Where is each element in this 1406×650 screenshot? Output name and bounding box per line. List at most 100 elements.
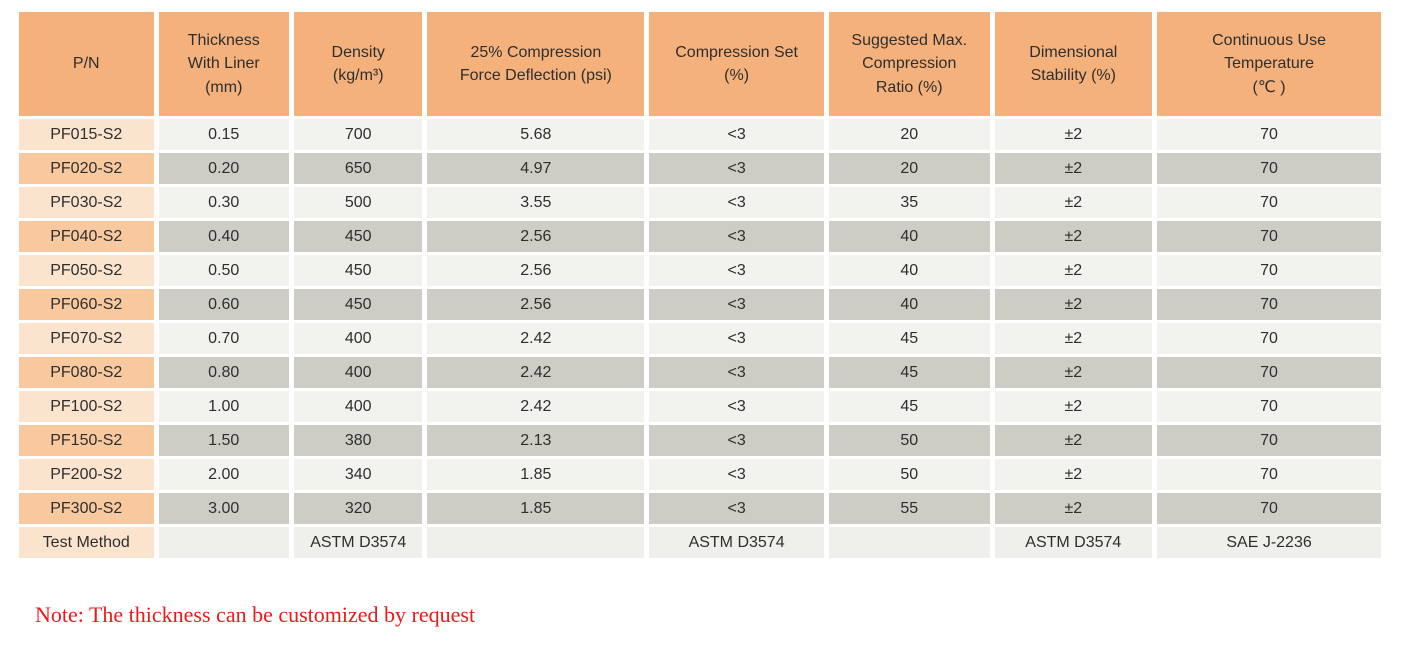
value-cell: 5.68 [427, 119, 645, 150]
value-cell: 0.50 [158, 255, 289, 286]
table-row: PF070-S2 0.70 400 2.42 <3 45 ±2 70 [19, 323, 1381, 354]
table-row: PF020-S2 0.20 650 4.97 <3 20 ±2 70 [19, 153, 1381, 184]
value-cell: 40 [828, 289, 990, 320]
pn-cell: PF070-S2 [19, 323, 154, 354]
table-row: PF040-S2 0.40 450 2.56 <3 40 ±2 70 [19, 221, 1381, 252]
value-cell: ±2 [994, 187, 1153, 218]
table-row: PF300-S2 3.00 320 1.85 <3 55 ±2 70 [19, 493, 1381, 524]
value-cell: 320 [293, 493, 423, 524]
value-cell: 400 [293, 391, 423, 422]
value-cell: 2.56 [427, 289, 645, 320]
value-cell: 45 [828, 391, 990, 422]
header-row: P/N Thickness With Liner (mm) Density (kg/… [19, 12, 1381, 116]
column-header-4: Compression Set (%) [649, 12, 824, 116]
value-cell: 340 [293, 459, 423, 490]
pn-cell: PF050-S2 [19, 255, 154, 286]
value-cell: 400 [293, 357, 423, 388]
value-cell: 20 [828, 119, 990, 150]
value-cell: ±2 [994, 221, 1153, 252]
pn-cell: PF150-S2 [19, 425, 154, 456]
value-cell: 45 [828, 323, 990, 354]
value-cell: 1.50 [158, 425, 289, 456]
value-cell: 0.15 [158, 119, 289, 150]
test-method-cell [158, 527, 289, 558]
value-cell: 450 [293, 289, 423, 320]
pn-cell: PF200-S2 [19, 459, 154, 490]
table-row: PF015-S2 0.15 700 5.68 <3 20 ±2 70 [19, 119, 1381, 150]
table-row: PF030-S2 0.30 500 3.55 <3 35 ±2 70 [19, 187, 1381, 218]
value-cell: 3.55 [427, 187, 645, 218]
value-cell: 2.00 [158, 459, 289, 490]
pn-cell: PF015-S2 [19, 119, 154, 150]
product-spec-table: P/N Thickness With Liner (mm) Density (kg/… [14, 9, 1386, 561]
value-cell: ±2 [994, 425, 1153, 456]
value-cell: 55 [828, 493, 990, 524]
table-row: PF100-S2 1.00 400 2.42 <3 45 ±2 70 [19, 391, 1381, 422]
value-cell: 50 [828, 459, 990, 490]
value-cell: <3 [649, 255, 824, 286]
test-method-cell [427, 527, 645, 558]
value-cell: <3 [649, 425, 824, 456]
value-cell: 70 [1157, 459, 1381, 490]
value-cell: 500 [293, 187, 423, 218]
value-cell: <3 [649, 289, 824, 320]
value-cell: ±2 [994, 323, 1153, 354]
value-cell: <3 [649, 119, 824, 150]
value-cell: 450 [293, 255, 423, 286]
value-cell: ±2 [994, 391, 1153, 422]
value-cell: 40 [828, 221, 990, 252]
test-method-cell: SAE J-2236 [1157, 527, 1381, 558]
thickness-note: Note: The thickness can be customized by… [35, 602, 476, 627]
value-cell: 450 [293, 221, 423, 252]
pn-cell: PF020-S2 [19, 153, 154, 184]
value-cell: 70 [1157, 187, 1381, 218]
value-cell: 2.56 [427, 255, 645, 286]
column-header-1: Thickness With Liner (mm) [158, 12, 289, 116]
test-method-label: Test Method [19, 527, 154, 558]
test-method-cell: ASTM D3574 [293, 527, 423, 558]
column-header-2: Density (kg/m³) [293, 12, 423, 116]
value-cell: <3 [649, 459, 824, 490]
table-row: PF050-S2 0.50 450 2.56 <3 40 ±2 70 [19, 255, 1381, 286]
value-cell: 2.42 [427, 323, 645, 354]
test-method-cell: ASTM D3574 [649, 527, 824, 558]
pn-cell: PF080-S2 [19, 357, 154, 388]
value-cell: 2.42 [427, 391, 645, 422]
value-cell: 35 [828, 187, 990, 218]
value-cell: 70 [1157, 357, 1381, 388]
value-cell: 70 [1157, 255, 1381, 286]
value-cell: 1.85 [427, 459, 645, 490]
value-cell: 4.97 [427, 153, 645, 184]
value-cell: 1.00 [158, 391, 289, 422]
value-cell: ±2 [994, 289, 1153, 320]
value-cell: 0.40 [158, 221, 289, 252]
value-cell: 650 [293, 153, 423, 184]
pn-cell: PF100-S2 [19, 391, 154, 422]
value-cell: 3.00 [158, 493, 289, 524]
value-cell: 2.42 [427, 357, 645, 388]
pn-cell: PF030-S2 [19, 187, 154, 218]
column-header-6: Dimensional Stability (%) [994, 12, 1153, 116]
value-cell: 70 [1157, 425, 1381, 456]
value-cell: 700 [293, 119, 423, 150]
value-cell: ±2 [994, 493, 1153, 524]
value-cell: <3 [649, 493, 824, 524]
value-cell: ±2 [994, 459, 1153, 490]
value-cell: 70 [1157, 119, 1381, 150]
value-cell: <3 [649, 153, 824, 184]
table-row: PF060-S2 0.60 450 2.56 <3 40 ±2 70 [19, 289, 1381, 320]
pn-cell: PF300-S2 [19, 493, 154, 524]
test-method-cell [828, 527, 990, 558]
column-header-0: P/N [19, 12, 154, 116]
value-cell: 70 [1157, 493, 1381, 524]
pn-cell: PF040-S2 [19, 221, 154, 252]
value-cell: 40 [828, 255, 990, 286]
value-cell: 50 [828, 425, 990, 456]
column-header-5: Suggested Max. Compression Ratio (%) [828, 12, 990, 116]
value-cell: 380 [293, 425, 423, 456]
value-cell: 70 [1157, 391, 1381, 422]
value-cell: 1.85 [427, 493, 645, 524]
value-cell: <3 [649, 221, 824, 252]
value-cell: 70 [1157, 153, 1381, 184]
